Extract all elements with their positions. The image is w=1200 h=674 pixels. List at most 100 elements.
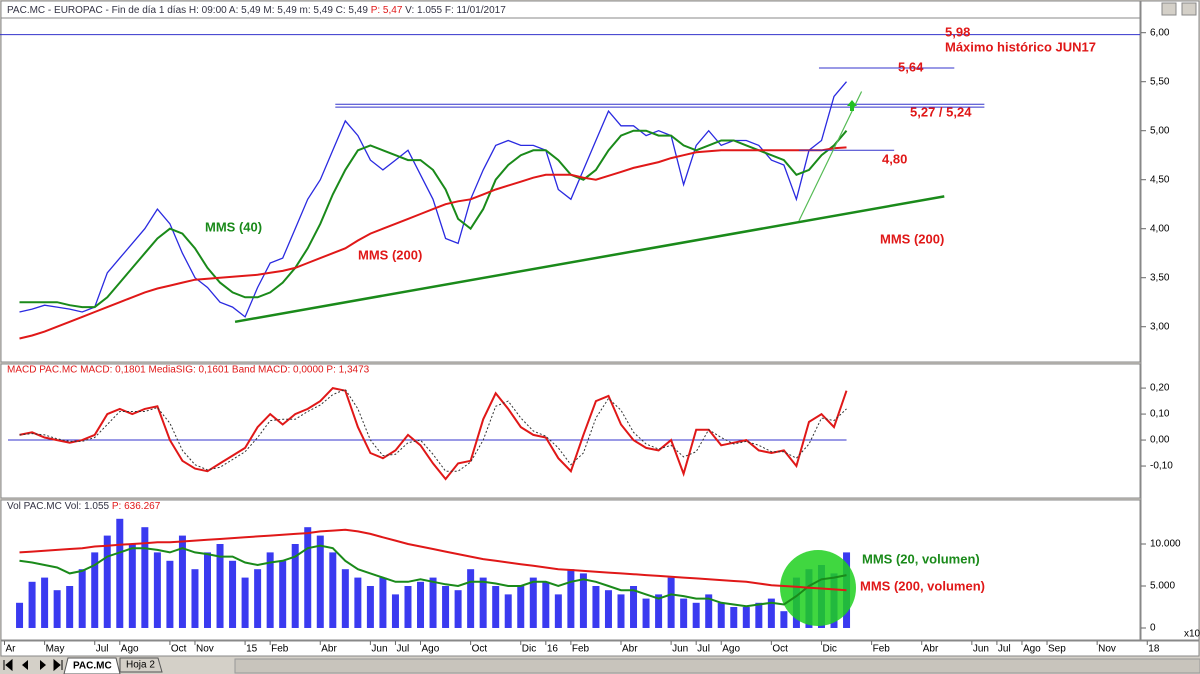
y-tick-label: 5,50 [1150, 76, 1170, 87]
x-tick-label: 15 [246, 644, 258, 655]
volume-bar [529, 577, 537, 628]
x-tick-label: May [46, 644, 65, 655]
volume-bar [316, 535, 324, 628]
price-panel [0, 0, 1141, 363]
tab[interactable] [119, 657, 163, 673]
volume-bar [53, 590, 61, 628]
arrow-icon [847, 100, 857, 111]
volume-bar [78, 569, 86, 628]
volume-bar [429, 577, 437, 628]
x-tick-label: Feb [873, 644, 891, 655]
level-label: 4,80 [882, 151, 907, 166]
x-tick-label: Feb [271, 644, 289, 655]
volume-bar [229, 560, 237, 628]
volume-bar [467, 569, 475, 628]
y-axis-panel [1140, 0, 1200, 641]
y-tick-label: 0,00 [1150, 435, 1170, 446]
volume-bar [266, 552, 274, 628]
volume-bar [304, 527, 312, 628]
level-label: 5,27 / 5,24 [910, 104, 972, 119]
volume-bar [717, 602, 725, 628]
series-label: MMS (200) [358, 247, 422, 262]
volume-bar [504, 594, 512, 628]
x-tick-label: Oct [772, 644, 788, 655]
volume-bar [28, 581, 36, 628]
series-line [19, 388, 847, 472]
x-tick-label: Ar [6, 644, 17, 655]
volume-bar [128, 543, 136, 628]
volume-bar [417, 581, 425, 628]
x-tick-label: Ago [722, 644, 740, 655]
x-tick-label: Oct [472, 644, 488, 655]
x-tick-label: Dic [522, 644, 536, 655]
macd-panel [0, 363, 1141, 499]
tab-label[interactable]: Hoja 2 [126, 660, 155, 671]
volume-bar [454, 590, 462, 628]
x-tick-label: Oct [171, 644, 187, 655]
tab[interactable] [63, 657, 121, 674]
volume-bar [642, 598, 650, 628]
volume-bar [366, 585, 374, 628]
x-tick-label: Ago [422, 644, 440, 655]
series-line [19, 544, 847, 608]
volume-bar [479, 577, 487, 628]
series-line [19, 146, 847, 340]
volume-bar [279, 560, 287, 628]
x-tick-label: Jun [672, 644, 688, 655]
window-button[interactable] [1181, 2, 1197, 16]
y-tick-label: 10.000 [1150, 539, 1181, 550]
x-tick-label: Dic [822, 644, 836, 655]
volume-bar [354, 577, 362, 628]
level-note: Máximo histórico JUN17 [945, 39, 1096, 54]
x-tick-label: Feb [572, 644, 590, 655]
volume-bar [542, 581, 550, 628]
nav-buttons[interactable] [3, 658, 63, 672]
level-label: 5,64 [898, 59, 924, 74]
volume-bar [103, 535, 111, 628]
scrollbar[interactable] [234, 658, 1200, 674]
volume-bar [191, 569, 199, 628]
volume-bar [592, 585, 600, 628]
volume-bar [166, 560, 174, 628]
y-tick-label: -0,10 [1150, 461, 1173, 472]
series-line [19, 81, 847, 318]
window-button[interactable] [1161, 2, 1177, 16]
x-tick-label: Abr [321, 644, 337, 655]
volume-bar [254, 569, 262, 628]
price-header: PAC.MC - EUROPAC - Fin de día 1 días H: … [7, 5, 506, 16]
volume-bar [579, 573, 587, 628]
volume-bar [630, 585, 638, 628]
volume-bar [730, 606, 738, 628]
volume-bar [767, 598, 775, 628]
x-tick-label: Abr [622, 644, 638, 655]
x-tick-label: Ago [1023, 644, 1041, 655]
x-tick-label: 18 [1148, 644, 1160, 655]
volume-bar [116, 518, 124, 628]
y-tick-label: 6,00 [1150, 27, 1170, 38]
tab-label[interactable]: PAC.MC [73, 661, 112, 672]
y-tick-label: 5,00 [1150, 125, 1170, 136]
volume-bar [404, 585, 412, 628]
x-tick-label: Jul [998, 644, 1011, 655]
volume-bar [780, 611, 788, 628]
volume-bar [655, 594, 663, 628]
volume-header: Vol PAC.MC Vol: 1.055 P: 636.267 [7, 501, 161, 512]
level-label: 5,98 [945, 24, 970, 39]
volume-bar [141, 527, 149, 628]
volume-bar [554, 594, 562, 628]
x-axis-strip [0, 640, 1200, 657]
x-tick-label: Ago [121, 644, 139, 655]
volume-bar [16, 602, 24, 628]
y-tick-label: 4,00 [1150, 223, 1170, 234]
series-line [19, 129, 848, 309]
volume-bar [241, 577, 249, 628]
x-tick-label: 16 [547, 644, 559, 655]
y-tick-label: 5.000 [1150, 581, 1175, 592]
y-tick-label: 0 [1150, 623, 1156, 634]
volume-bar [604, 590, 612, 628]
x-tick-label: Jun [973, 644, 989, 655]
y-tick-label: 0,10 [1150, 409, 1170, 420]
legend-label: MMS (200, volumen) [860, 578, 985, 593]
volume-bar [341, 569, 349, 628]
